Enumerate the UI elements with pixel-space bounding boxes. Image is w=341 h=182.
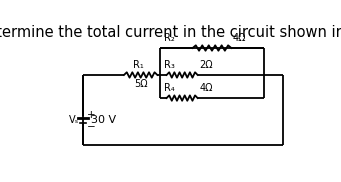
Text: 4Ω: 4Ω xyxy=(199,84,213,93)
Text: R₁: R₁ xyxy=(133,60,144,70)
Text: R₂: R₂ xyxy=(164,33,175,43)
Text: Vₛ: Vₛ xyxy=(69,115,79,125)
Text: 4Ω: 4Ω xyxy=(233,33,247,43)
Text: 2Ω: 2Ω xyxy=(199,60,213,70)
Text: −: − xyxy=(87,122,95,132)
Text: R₄: R₄ xyxy=(164,84,174,93)
Text: 30 V: 30 V xyxy=(91,115,116,125)
Text: Determine the total current in the circuit shown in Fig.: Determine the total current in the circu… xyxy=(0,25,341,40)
Text: +: + xyxy=(87,110,95,120)
Text: 5Ω: 5Ω xyxy=(134,79,147,89)
Text: R₃: R₃ xyxy=(164,60,174,70)
